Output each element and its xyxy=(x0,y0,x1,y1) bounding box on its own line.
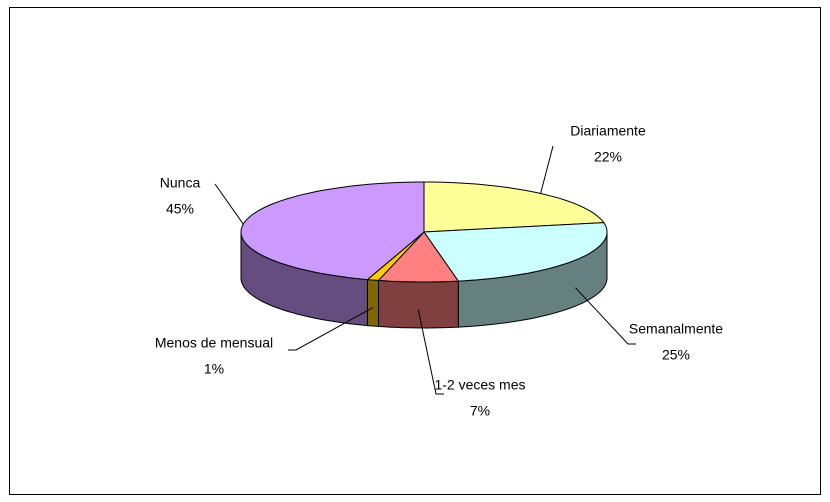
category-label: Diariamente xyxy=(570,123,646,139)
leader-line xyxy=(575,287,636,345)
category-label: 1-2 veces mes xyxy=(434,377,525,393)
pie-slice xyxy=(423,222,608,282)
value-label: 45% xyxy=(166,201,194,217)
category-label: Menos de mensual xyxy=(155,335,273,351)
value-label: 25% xyxy=(662,347,690,363)
value-label: 22% xyxy=(594,149,622,165)
category-label: Nunca xyxy=(160,175,201,191)
pie-slice-side xyxy=(378,279,459,329)
value-label: 7% xyxy=(470,403,490,419)
category-label: Semanalmente xyxy=(629,321,723,337)
leader-line xyxy=(417,309,444,395)
leader-line xyxy=(540,145,554,194)
value-label: 1% xyxy=(204,361,224,377)
leader-line xyxy=(214,183,244,225)
pie-slice-side xyxy=(366,279,379,327)
pie-slice xyxy=(377,231,460,283)
leader-line xyxy=(288,307,374,351)
